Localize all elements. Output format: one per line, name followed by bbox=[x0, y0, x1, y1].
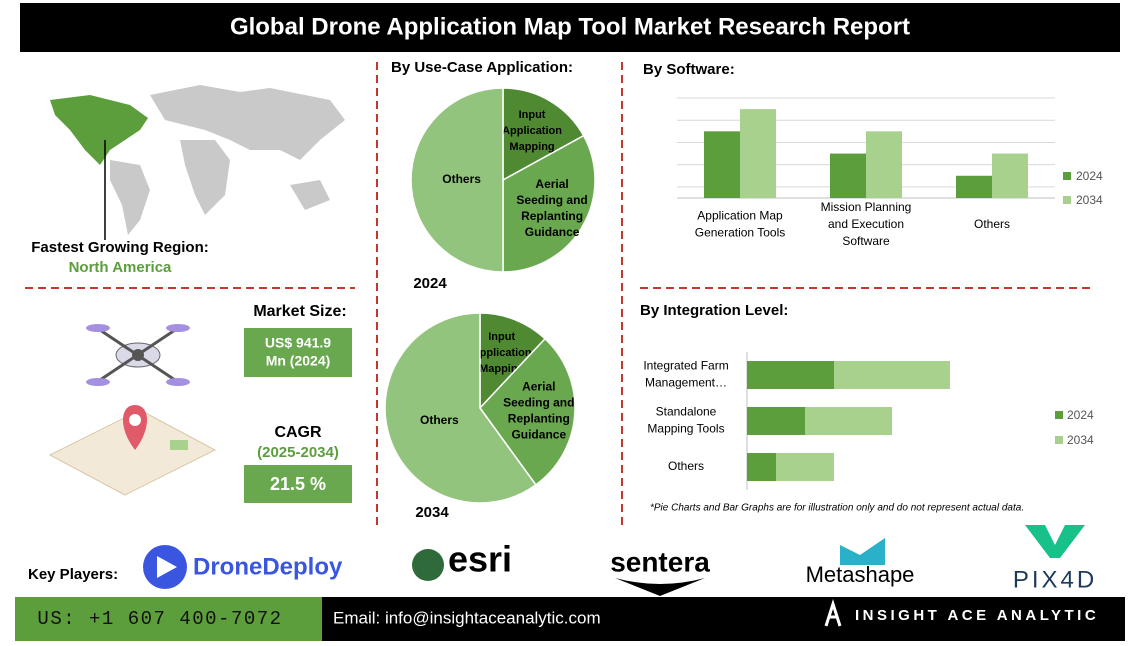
pie-category-label: Input Application Mapping bbox=[502, 109, 562, 153]
region-value: North America bbox=[69, 259, 172, 276]
company-logo: Metashape bbox=[806, 562, 915, 587]
legend-swatch bbox=[1063, 172, 1071, 180]
company-logo: esri bbox=[448, 539, 512, 580]
legend-label: 2024 bbox=[1067, 408, 1094, 422]
market-size-box bbox=[244, 328, 352, 377]
brand-icon bbox=[824, 599, 842, 627]
pie-slice bbox=[502, 134, 596, 273]
bar bbox=[992, 153, 1028, 198]
chart-title: By Software: bbox=[643, 61, 735, 78]
pie-year-label: 2024 bbox=[413, 275, 447, 292]
bar bbox=[834, 361, 950, 389]
page-title: Global Drone Application Map Tool Market… bbox=[230, 13, 910, 40]
pie-category-label: Aerial Seeding and Replanting Guidance bbox=[503, 380, 574, 442]
y-tick-label: Integrated Farm Management… bbox=[643, 359, 728, 390]
market-size-value: Mn (2024) bbox=[266, 353, 331, 369]
market-size-value: US$ 941.9 bbox=[265, 335, 331, 351]
legend-label: 2034 bbox=[1067, 433, 1094, 447]
pie-slice bbox=[502, 87, 585, 182]
logo-icon bbox=[412, 549, 444, 581]
x-tick-label: Mission Planning and Execution Software bbox=[821, 200, 912, 248]
cagr-period: (2025-2034) bbox=[257, 444, 339, 461]
bar bbox=[830, 153, 866, 198]
chart-title: By Integration Level: bbox=[640, 302, 788, 319]
logo-icon bbox=[615, 578, 705, 596]
bar bbox=[747, 361, 834, 389]
logo-icon bbox=[157, 556, 177, 578]
cagr-label: CAGR bbox=[274, 424, 322, 441]
north-america bbox=[50, 95, 148, 165]
legend-swatch bbox=[1055, 411, 1063, 419]
key-players-label: Key Players: bbox=[28, 566, 118, 583]
bar bbox=[747, 407, 805, 435]
footer-phone: US: +1 607 400-7072 bbox=[37, 608, 282, 630]
bar bbox=[704, 131, 740, 198]
company-logo: sentera bbox=[610, 546, 710, 577]
pie-slice bbox=[479, 337, 576, 486]
footer-bar bbox=[322, 597, 1125, 641]
legend-swatch bbox=[1055, 436, 1063, 444]
x-tick-label: Application Map Generation Tools bbox=[695, 209, 786, 240]
drone-illustration bbox=[48, 324, 217, 496]
pie-category-label: Others bbox=[420, 413, 459, 427]
bar bbox=[740, 109, 776, 198]
legend-label: 2034 bbox=[1076, 193, 1103, 207]
company-logo: PIX4D bbox=[1013, 566, 1097, 593]
footer-email: Email: info@insightaceanalytic.com bbox=[333, 608, 601, 627]
note: *Pie Charts and Bar Graphs are for illus… bbox=[650, 503, 1024, 514]
footer-brand: INSIGHT ACE ANALYTIC bbox=[855, 607, 1099, 624]
y-tick-label: Standalone Mapping Tools bbox=[647, 405, 724, 436]
pie-year-label: 2034 bbox=[415, 504, 449, 521]
legend-swatch bbox=[1063, 196, 1071, 204]
cagr-value: 21.5 % bbox=[270, 474, 326, 494]
pie-category-label: Aerial Seeding and Replanting Guidance bbox=[516, 177, 587, 239]
pie-slice bbox=[479, 312, 547, 410]
region-label: Fastest Growing Region: bbox=[31, 239, 209, 256]
legend-label: 2024 bbox=[1076, 169, 1103, 183]
bar bbox=[805, 407, 892, 435]
pie-slice bbox=[410, 87, 504, 273]
bar bbox=[747, 453, 776, 481]
bar bbox=[866, 131, 902, 198]
company-logo: DroneDeploy bbox=[193, 553, 343, 580]
pie-category-label: Others bbox=[442, 172, 481, 186]
y-tick-label: Others bbox=[668, 459, 704, 473]
bar bbox=[776, 453, 834, 481]
footer-phone-box bbox=[15, 597, 322, 641]
pie-slice bbox=[384, 312, 537, 504]
chart-title: By Use-Case Application: bbox=[391, 59, 573, 76]
logo-icon bbox=[840, 538, 885, 565]
title-bar bbox=[20, 3, 1120, 52]
bar bbox=[956, 175, 992, 198]
market-size-label: Market Size: bbox=[253, 303, 346, 320]
cagr-box bbox=[244, 465, 352, 503]
logo-icon bbox=[1025, 525, 1085, 558]
x-tick-label: Others bbox=[974, 217, 1010, 231]
pie-category-label: Input Application Mapping bbox=[472, 331, 532, 375]
separators bbox=[25, 62, 1095, 525]
world-map bbox=[110, 85, 345, 235]
